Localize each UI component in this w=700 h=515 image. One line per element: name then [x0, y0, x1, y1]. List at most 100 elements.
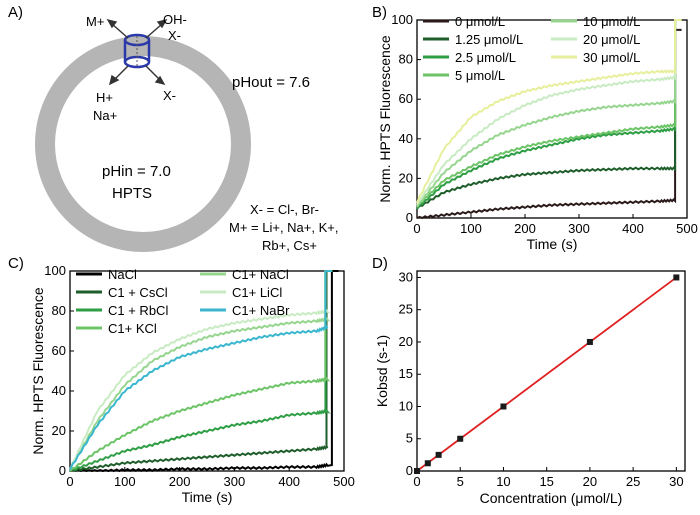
vesicle-membrane: [35, 36, 251, 252]
panel-letter-b: B): [372, 4, 387, 21]
legend-entry: 5 μmol/L: [455, 68, 505, 83]
data-point: [414, 468, 420, 474]
x-axis-label: Concentration (μmol/L): [480, 490, 623, 506]
series-line: [69, 270, 332, 472]
plot-frame: [416, 270, 686, 472]
oh-minus-label: OH-: [163, 12, 187, 27]
x-minus-top-label: X-: [168, 28, 181, 43]
y-tick-label: 40: [399, 131, 413, 146]
y-tick-label: 80: [399, 52, 413, 67]
plot-frame: [69, 270, 345, 472]
x-tick-label: 200: [514, 221, 536, 236]
panel-letter-c: C): [8, 255, 24, 272]
series-line: [69, 270, 332, 471]
y-axis-label: Kobsd (s-1): [374, 335, 390, 407]
x-tick-label: 100: [460, 221, 482, 236]
y-tick-label: 15: [399, 366, 413, 381]
y-tick-label: 20: [399, 334, 413, 349]
legend-entry: C1 + RbCl: [108, 303, 168, 318]
series-line: [416, 28, 682, 220]
y-tick-label: 20: [52, 423, 66, 438]
x-tick-label: 10: [496, 474, 510, 489]
y-tick-label: 100: [44, 263, 66, 278]
legend-entry: 30 μmol/L: [583, 50, 640, 65]
hpts-label: HPTS: [112, 185, 152, 202]
y-tick-label: 0: [406, 210, 413, 225]
series-line: [416, 19, 682, 204]
legend-entry: NaCl: [108, 267, 137, 282]
y-tick-label: 10: [399, 398, 413, 413]
x-tick-label: 0: [413, 474, 420, 489]
x-minus-right-label: X-: [163, 88, 176, 103]
h-plus-label: H+: [96, 90, 113, 105]
legend-entry: C1+ NaBr: [232, 303, 290, 318]
data-point: [457, 435, 464, 442]
y-tick-label: 25: [399, 302, 413, 317]
cation-list-line2: Rb+, Cs+: [262, 238, 317, 253]
y-tick-label: 60: [399, 91, 413, 106]
legend-entry: C1+ LiCl: [232, 285, 282, 300]
series-line: [416, 19, 682, 206]
y-tick-label: 0: [406, 463, 413, 478]
chart-b-concentration-dependence: 0 100 200 300 400 500 0 20 40 60 80 100 Time (s) Norm…: [377, 12, 698, 252]
chart-d-kobsd-vs-concentration: 0 5 10 15 20 25 30 0 5 10 15 20 25 30 Concentration (μ…: [374, 269, 686, 506]
ion-flux-arrows: [106, 18, 168, 86]
x-tick-label: 200: [169, 474, 191, 489]
m-plus-label: M+: [86, 14, 104, 29]
x-tick-label: 30: [669, 474, 683, 489]
x-tick-label: 300: [568, 221, 590, 236]
x-tick-label: 400: [278, 474, 300, 489]
x-tick-label: 5: [457, 474, 464, 489]
legend-entry: 2.5 μmol/L: [455, 50, 516, 65]
y-tick-label: 20: [399, 170, 413, 185]
panel-letter-a: A): [8, 4, 23, 21]
legend-entry: C1+ KCl: [108, 321, 157, 336]
series-line: [69, 270, 333, 473]
legend-entry: 0 μmol/L: [455, 14, 505, 29]
y-tick-label: 60: [52, 343, 66, 358]
data-point: [435, 451, 442, 458]
cation-list-line1: M+ = Li+, Na+, K+,: [229, 220, 338, 235]
x-axis-label: Time (s): [527, 236, 578, 252]
channel-icon: [123, 33, 151, 69]
data-point: [424, 460, 431, 467]
data-point: [673, 274, 680, 281]
legend-entry: 1.25 μmol/L: [455, 32, 523, 47]
x-tick-label: 500: [333, 474, 355, 489]
x-tick-label: 20: [583, 474, 597, 489]
series-line: [416, 19, 682, 210]
ph-in-label: pHin = 7.0: [102, 163, 171, 180]
series-line: [69, 270, 332, 471]
x-tick-label: 15: [539, 474, 553, 489]
series-line: [69, 270, 339, 473]
series-line: [416, 19, 682, 208]
x-tick-label: 25: [626, 474, 640, 489]
ph-out-label: pHout = 7.6: [232, 74, 310, 91]
legend-entry: 20 μmol/L: [583, 32, 640, 47]
fit-line: [416, 276, 677, 472]
y-tick-label: 100: [391, 12, 413, 27]
y-tick-label: 30: [399, 269, 413, 284]
data-point: [586, 338, 593, 345]
legend-entry: C1+ NaCl: [232, 267, 289, 282]
y-tick-label: 0: [59, 463, 66, 478]
x-tick-label: 100: [114, 474, 136, 489]
x-tick-label: 300: [224, 474, 246, 489]
panel-letter-d: D): [372, 255, 388, 272]
x-tick-label: 0: [413, 221, 420, 236]
y-tick-label: 5: [406, 431, 413, 446]
na-plus-label: Na+: [93, 108, 117, 123]
series-line: [69, 270, 332, 472]
series-line: [416, 19, 682, 210]
y-tick-label: 80: [52, 303, 66, 318]
data-point: [500, 403, 507, 410]
legend-entry: C1 + CsCl: [108, 285, 168, 300]
anion-list: X- = Cl-, Br-: [250, 202, 319, 217]
x-tick-label: 400: [622, 221, 644, 236]
vesicle-schematic: M+ OH- X- H+ Na+ X- pHout = 7.6 pHin = 7…: [35, 12, 338, 253]
chart-c-ion-selectivity: 0 100 200 300 400 500 0 20 40 60 80 100 Time (s) Norm…: [30, 263, 355, 505]
legend-entry: 10 μmol/L: [583, 14, 640, 29]
y-axis-label: Norm. HPTS Fluorescence: [30, 287, 46, 454]
x-axis-label: Time (s): [182, 489, 233, 505]
series-line: [416, 19, 682, 208]
